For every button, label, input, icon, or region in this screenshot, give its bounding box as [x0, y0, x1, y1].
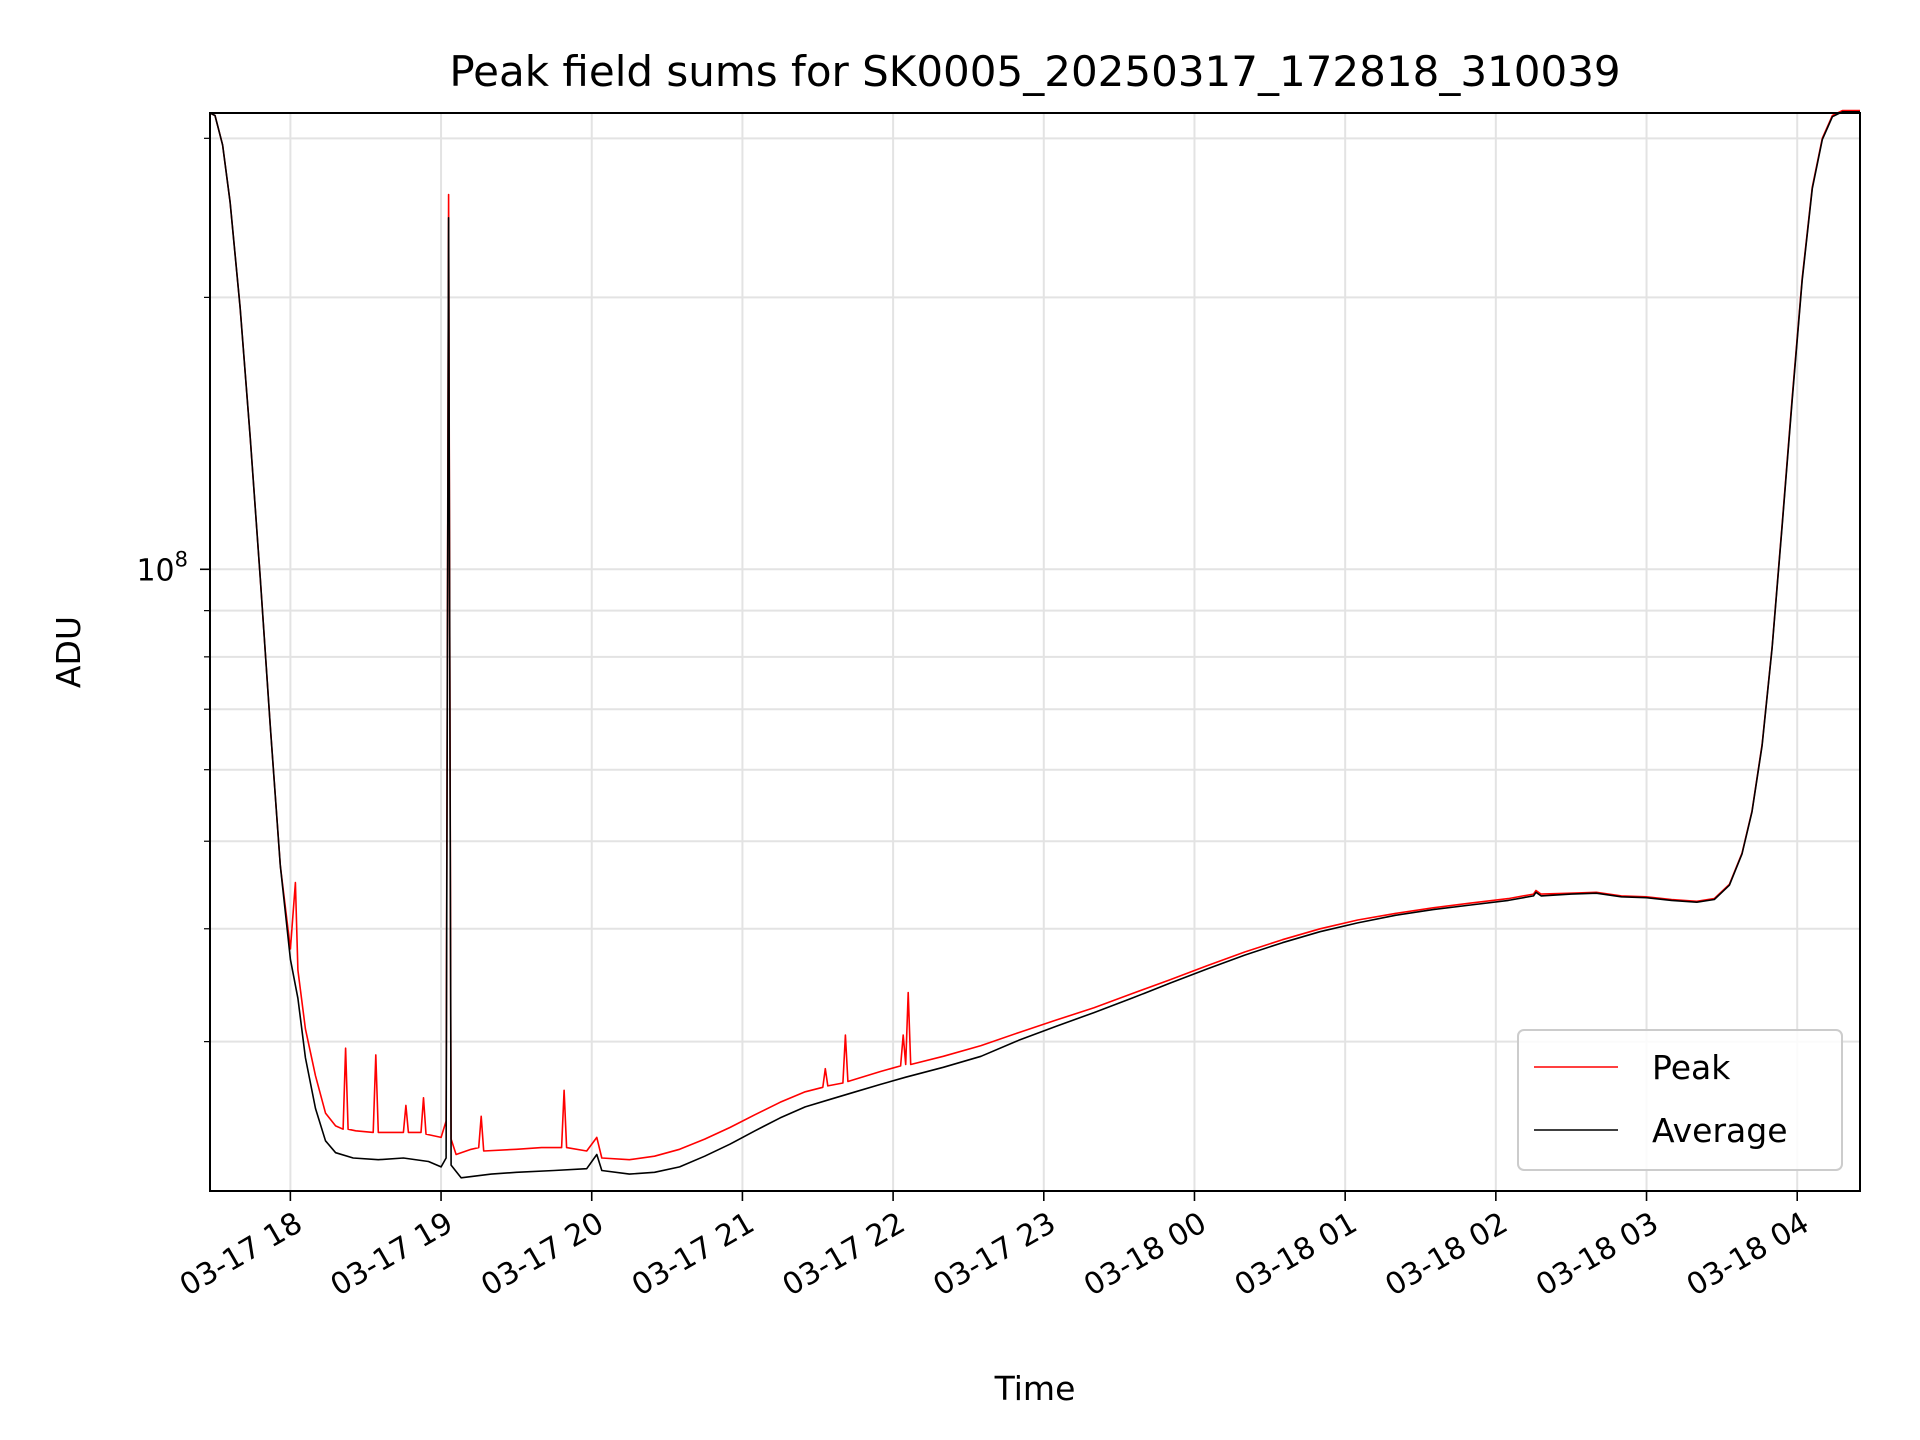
series-line-peak: [209, 109, 1860, 1161]
y-tick-label-major: 108: [136, 547, 188, 588]
series-line-average: [209, 111, 1860, 1179]
y-axis-ticks: 108: [136, 137, 210, 1043]
legend-label-average: Average: [1652, 1111, 1788, 1150]
legend-label-peak: Peak: [1652, 1048, 1731, 1087]
grid-lines: [210, 113, 1860, 1191]
series-layer: [209, 109, 1860, 1179]
chart-title: Peak field sums for SK0005_20250317_1728…: [449, 47, 1620, 96]
legend-box: [1517, 1029, 1843, 1171]
y-tick-exponent: 8: [175, 547, 188, 571]
y-tick-base: 10: [136, 553, 174, 588]
x-axis-label: Time: [994, 1369, 1076, 1408]
y-axis-label: ADU: [49, 616, 88, 688]
plot-frame: [209, 112, 1861, 1192]
legend: Peak Average: [1517, 1029, 1843, 1171]
